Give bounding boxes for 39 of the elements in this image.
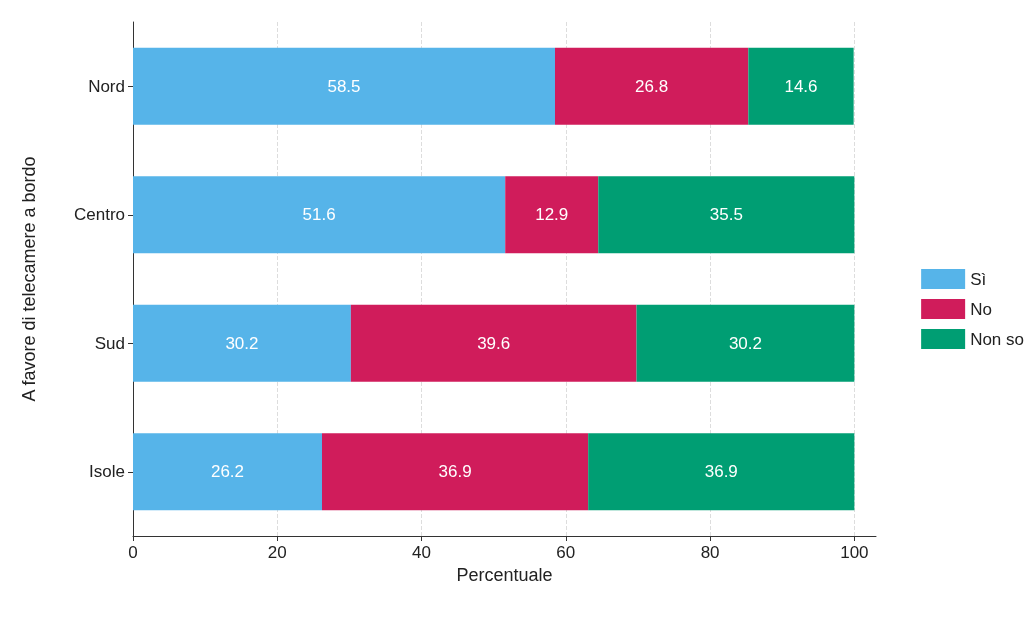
- legend-label: No: [970, 299, 992, 319]
- data-label: 26.2: [210, 462, 245, 482]
- bar: [322, 433, 589, 511]
- x-tick-label: 0: [128, 543, 138, 562]
- data-label: 12.9: [535, 205, 569, 225]
- x-tick-label: 40: [412, 543, 431, 562]
- x-tick-label: 20: [267, 543, 287, 562]
- bar: [598, 176, 855, 254]
- y-axis-title: A favore di telecamere a bordo: [19, 156, 39, 402]
- bar: [636, 304, 855, 382]
- y-tick-label: Isole: [89, 462, 125, 482]
- data-label: 51.6: [302, 205, 336, 225]
- x-axis-title: Percentuale: [456, 565, 553, 585]
- y-tick-label: Centro: [73, 205, 125, 225]
- bar: [133, 47, 555, 125]
- bar: [505, 176, 599, 254]
- bar: [588, 433, 855, 511]
- x-tick-label: 60: [556, 543, 576, 562]
- data-label: 30.2: [225, 333, 259, 353]
- y-tick-label: Nord: [88, 76, 125, 96]
- data-label: 36.9: [704, 462, 738, 482]
- data-label: 14.6: [784, 76, 818, 96]
- y-tick-label: Sud: [94, 333, 125, 353]
- x-tick-label: 100: [840, 543, 869, 562]
- data-label: 30.2: [728, 333, 762, 353]
- x-tick-label: 80: [700, 543, 720, 562]
- bar: [350, 304, 637, 382]
- bar: [748, 47, 854, 125]
- bar: [133, 176, 506, 254]
- data-label: 58.5: [327, 76, 361, 96]
- bar: [555, 47, 749, 125]
- legend-label: Sì: [970, 269, 987, 289]
- legend-label: Non so: [970, 329, 1025, 349]
- data-label: 39.6: [477, 333, 511, 353]
- data-label: 26.8: [635, 76, 669, 96]
- bar: [133, 433, 322, 511]
- data-label: 35.5: [709, 205, 743, 225]
- data-label: 36.9: [438, 462, 472, 482]
- bar: [133, 304, 351, 382]
